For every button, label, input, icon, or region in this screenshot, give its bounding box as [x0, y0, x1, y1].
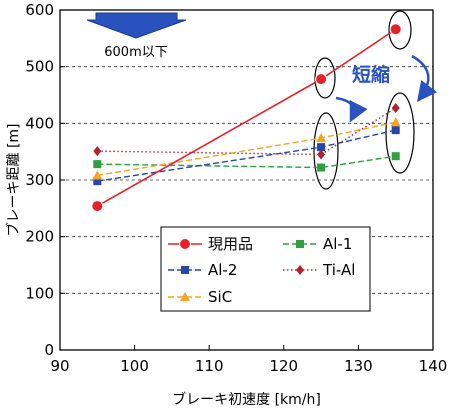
shorten-callout-label: 短縮: [352, 63, 390, 86]
shorten-callout: 短縮: [335, 54, 438, 123]
data-point: [315, 73, 328, 86]
x-tick-label: 110: [195, 357, 224, 375]
legend-items: 現用品 Al-1 Al-2 Ti-Al SiC: [168, 235, 355, 306]
y-tick-label: 500: [25, 58, 54, 76]
data-point: [91, 200, 104, 213]
highlight-ellipse: [313, 112, 339, 190]
y-tick-label: 300: [25, 171, 54, 189]
legend-item: Al-2: [168, 261, 237, 279]
series-line: [97, 155, 396, 169]
data-point: [391, 126, 400, 135]
legend-swatch-marker: [179, 238, 191, 250]
x-tick-label: 140: [419, 357, 448, 375]
series-line: [97, 121, 396, 177]
y-tick-label: 400: [25, 114, 54, 132]
x-tick-label: 120: [269, 357, 298, 375]
data-point: [316, 133, 327, 143]
legend-swatch-marker: [180, 292, 190, 301]
y-axis-title: ブレーキ距離 [m]: [5, 123, 22, 236]
series-3: [93, 126, 400, 186]
legend-item: SiC: [168, 288, 232, 306]
legend-item: Ti-Al: [283, 261, 355, 279]
legend-label: Al-2: [208, 261, 237, 279]
highlight-ellipse: [385, 92, 415, 174]
data-series: [91, 23, 402, 213]
curved-arrow-icon: [335, 96, 368, 123]
legend-swatch-marker: [296, 240, 304, 248]
legend-item: 現用品: [168, 235, 253, 253]
axis-ticks: 0 100 200 300 400 500 600 90 100 110 120 130 140: [25, 1, 447, 375]
down-arrow-icon: [86, 12, 187, 39]
data-point: [390, 117, 401, 127]
legend-label: Ti-Al: [322, 261, 355, 279]
series-4: [93, 103, 400, 160]
legend-item: Al-1: [283, 235, 352, 253]
data-point: [391, 103, 400, 114]
data-point: [317, 143, 326, 152]
legend-label: Al-1: [323, 235, 352, 253]
y-tick-label: 0: [44, 341, 54, 359]
series-2: [93, 152, 400, 172]
highlight-ellipses: [313, 10, 415, 190]
x-tick-label: 130: [344, 357, 373, 375]
data-point: [317, 163, 326, 172]
series-line: [97, 129, 396, 182]
data-point: [391, 152, 400, 161]
limit-annotation-label: 600m以下: [104, 45, 167, 60]
legend-swatch-marker: [296, 265, 304, 275]
data-point: [92, 170, 103, 180]
data-point: [317, 149, 326, 160]
legend-label: SiC: [208, 288, 232, 306]
data-point: [93, 146, 102, 157]
data-point: [93, 160, 102, 169]
x-tick-label: 90: [50, 357, 69, 375]
series-5: [92, 117, 401, 180]
series-1: [91, 23, 402, 213]
data-point: [389, 23, 402, 36]
curved-arrow-icon: [411, 54, 438, 102]
highlight-ellipse: [314, 57, 336, 99]
y-tick-label: 600: [25, 1, 54, 19]
legend: 現用品 Al-1 Al-2 Ti-Al SiC: [160, 226, 371, 312]
x-axis-title: ブレーキ初速度 [km/h]: [172, 391, 321, 408]
legend-label: 現用品: [208, 235, 253, 253]
x-tick-label: 100: [120, 357, 149, 375]
limit-annotation: 600m以下: [86, 12, 187, 60]
y-tick-label: 200: [25, 228, 54, 246]
y-tick-label: 100: [25, 284, 54, 302]
data-point: [93, 177, 102, 186]
highlight-ellipse: [388, 10, 412, 50]
legend-swatch-marker: [181, 266, 189, 274]
